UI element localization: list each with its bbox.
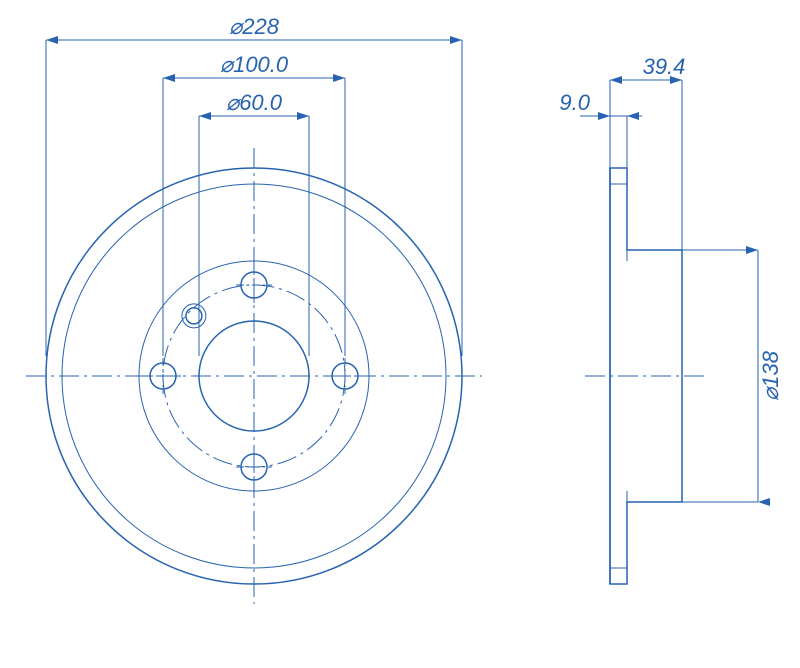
svg-text:9.0: 9.0 bbox=[559, 90, 590, 115]
engineering-drawing: ⌀228 ⌀100.0 ⌀60.0 39.4 9.0 ⌀138 bbox=[0, 0, 800, 668]
side-view bbox=[585, 168, 707, 584]
svg-text:39.4: 39.4 bbox=[643, 54, 686, 79]
svg-text:⌀100.0: ⌀100.0 bbox=[220, 52, 289, 77]
dimensions: ⌀228 ⌀100.0 ⌀60.0 39.4 9.0 ⌀138 bbox=[46, 14, 783, 502]
svg-text:⌀138: ⌀138 bbox=[758, 350, 783, 401]
front-view bbox=[26, 148, 482, 604]
svg-text:⌀60.0: ⌀60.0 bbox=[226, 90, 283, 115]
svg-text:⌀228: ⌀228 bbox=[229, 14, 280, 39]
